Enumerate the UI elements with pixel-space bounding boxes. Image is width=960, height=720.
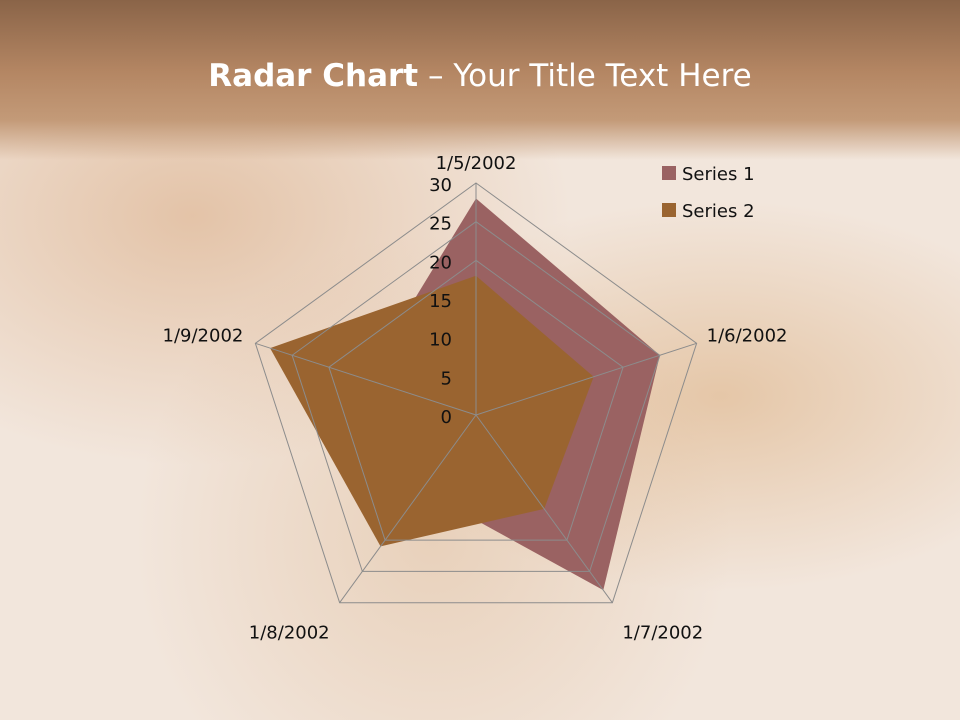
gridline-30	[254, 182, 698, 604]
gridline-20	[328, 259, 624, 541]
category-label: 1/7/2002	[622, 623, 703, 644]
title-rest: – Your Title Text Here	[418, 58, 752, 94]
legend-label: Series 2	[682, 201, 755, 222]
tick-label: 5	[441, 368, 452, 389]
category-label: 1/6/2002	[707, 325, 788, 346]
tick-label: 15	[429, 291, 452, 312]
tick-label: 30	[429, 175, 452, 196]
tick-label: 0	[441, 407, 452, 428]
title-bar	[0, 0, 960, 160]
axis-spoke	[339, 414, 477, 603]
tick-label: 25	[429, 214, 452, 235]
axis-spoke	[475, 342, 697, 416]
legend-swatch	[662, 203, 676, 217]
axis-spoke	[475, 414, 613, 603]
gridline-25	[291, 221, 661, 572]
title-bold: Radar Chart	[208, 58, 419, 94]
category-label: 1/8/2002	[249, 623, 330, 644]
legend-swatch	[662, 166, 676, 180]
category-label: 1/9/2002	[163, 325, 244, 346]
category-label: 1/5/2002	[436, 153, 517, 174]
series-2-area	[270, 275, 594, 547]
slide-title: Radar Chart – Your Title Text Here	[0, 58, 960, 94]
tick-label: 10	[429, 330, 452, 351]
axis-spoke	[255, 342, 477, 416]
tick-label: 20	[429, 252, 452, 273]
legend-label: Series 1	[682, 164, 755, 185]
